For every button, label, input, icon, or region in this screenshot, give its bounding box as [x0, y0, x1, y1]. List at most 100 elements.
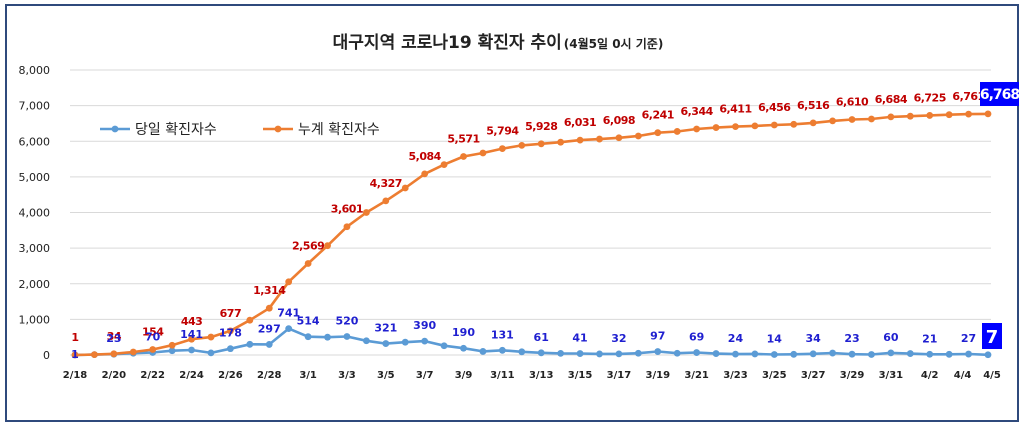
cumulative-data-label: 6,031: [564, 116, 596, 129]
highlight-cumulative-label: 6,768: [980, 82, 1020, 106]
x-tick-label: 3/21: [684, 370, 709, 381]
x-tick-label: 3/11: [490, 370, 515, 381]
cumulative-data-label: 443: [181, 315, 202, 328]
cumulative-point: [576, 136, 584, 144]
daily-point: [848, 350, 856, 358]
daily-point: [207, 349, 215, 357]
cumulative-point: [829, 117, 836, 125]
daily-data-label: 390: [413, 319, 436, 332]
daily-point: [227, 345, 234, 353]
daily-data-label: 321: [374, 322, 397, 335]
cumulative-data-label: 1,314: [253, 284, 286, 297]
legend-marker: [111, 125, 119, 133]
daily-data-label: 297: [258, 322, 281, 335]
x-tick-label: 2/20: [102, 370, 127, 381]
daily-data-label: 23: [106, 332, 121, 345]
daily-point: [906, 350, 914, 357]
cumulative-point: [926, 112, 934, 119]
daily-data-label: 70: [145, 331, 161, 344]
cumulative-point: [440, 161, 448, 169]
y-tick-label: 5,000: [19, 171, 51, 184]
daily-data-label: 61: [534, 331, 549, 344]
daily-point: [732, 350, 739, 358]
cumulative-data-label: 3,601: [331, 203, 363, 216]
x-tick-label: 4/2: [921, 370, 939, 381]
y-tick-label: 4,000: [19, 207, 51, 220]
cumulative-data-label: 154: [142, 326, 164, 339]
legend-item-daily: 당일 확진자수: [100, 122, 217, 138]
cumulative-point: [382, 197, 390, 205]
daily-data-label: 21: [922, 332, 937, 345]
x-tick-label: 3/7: [416, 370, 434, 381]
daily-point: [770, 351, 778, 358]
cumulative-data-label: 5,928: [525, 120, 557, 133]
legend-item-cumulative: 누계 확진자수: [263, 122, 380, 138]
legend-label: 누계 확진자수: [298, 122, 380, 138]
daily-point: [615, 350, 623, 358]
cumulative-point: [673, 128, 681, 135]
highlight-daily-text: 7: [986, 327, 999, 348]
x-tick-label: 3/9: [455, 370, 473, 381]
data-labels: 1 34 154 443 677 1,314 2,569 3,601 4,327 5,084 5,5…: [71, 82, 1020, 361]
cumulative-point: [324, 242, 331, 250]
cumulative-point: [149, 346, 157, 353]
cumulative-point: [518, 141, 526, 149]
y-tick-label: 3,000: [19, 242, 51, 255]
cumulative-data-label: 1: [71, 331, 78, 344]
daily-point: [362, 337, 370, 345]
cumulative-data-label: 5,084: [409, 150, 442, 163]
cumulative-point: [615, 134, 623, 142]
cumulative-point: [401, 184, 409, 192]
daily-point: [829, 349, 836, 357]
cumulative-data-label: 6,516: [797, 99, 830, 112]
cumulative-point: [304, 260, 312, 267]
daily-point: [984, 351, 992, 359]
cumulative-point: [421, 170, 429, 178]
daily-point: [246, 340, 254, 348]
daily-data-label: 190: [452, 326, 475, 339]
cumulative-point: [809, 119, 817, 127]
daily-point: [596, 350, 603, 358]
daily-point: [557, 349, 565, 357]
y-tick-label: 1,000: [19, 313, 51, 326]
cumulative-point: [479, 149, 487, 157]
y-tick-label: 7,000: [19, 100, 51, 113]
daily-point: [809, 350, 817, 358]
cumulative-point: [537, 140, 545, 148]
x-tick-label: 2/22: [140, 370, 165, 381]
legend: 당일 확진자수 누계 확진자수: [100, 122, 380, 138]
daily-point: [498, 346, 506, 354]
x-tick-label: 2/28: [257, 370, 282, 381]
y-tick-label: 8,000: [19, 64, 51, 77]
cumulative-point: [712, 124, 720, 131]
cumulative-data-label: 2,569: [292, 239, 324, 252]
cumulative-point: [848, 116, 856, 123]
highlight-cumulative-box: [980, 82, 1019, 106]
x-tick-label: 3/29: [840, 370, 865, 381]
daily-point: [945, 350, 953, 358]
daily-data-label: 131: [491, 328, 514, 341]
x-tick-label: 4/4: [954, 370, 972, 381]
cumulative-point: [868, 115, 875, 123]
chart-title-main: 대구지역 코로나19 확진자 추이: [333, 33, 562, 53]
y-tick-label: 6,000: [19, 135, 51, 148]
cumulative-data-label: 5,571: [447, 133, 479, 146]
highlight-cumulative-text: 6,768: [980, 87, 1020, 103]
cumulative-point: [596, 135, 603, 143]
daily-data-label: 24: [728, 332, 744, 345]
cumulative-data-label: 6,344: [680, 105, 713, 118]
daily-point: [518, 348, 526, 356]
cumulative-data-label: 4,327: [370, 177, 402, 190]
cumulative-data-label: 6,098: [603, 114, 635, 127]
chart-title: 대구지역 코로나19 확진자 추이 (4월5일 0시 기준): [333, 33, 664, 53]
daily-point: [965, 350, 972, 358]
daily-point: [343, 333, 351, 340]
cumulative-point: [557, 138, 565, 146]
cumulative-point: [265, 304, 273, 312]
cumulative-point: [91, 351, 98, 359]
daily-point: [537, 349, 545, 357]
cumulative-point: [732, 123, 739, 131]
daily-point: [868, 351, 875, 358]
daily-data-label: 41: [572, 332, 587, 345]
